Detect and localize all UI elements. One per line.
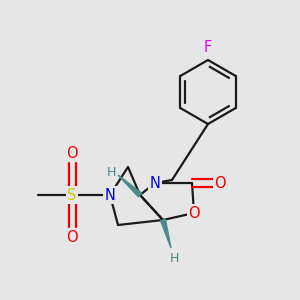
Text: O: O	[66, 146, 78, 160]
Text: H: H	[169, 251, 179, 265]
Text: O: O	[66, 230, 78, 244]
Text: O: O	[214, 176, 226, 190]
Text: O: O	[188, 206, 200, 220]
Text: N: N	[105, 188, 116, 202]
Text: H: H	[106, 167, 116, 179]
Polygon shape	[160, 219, 171, 248]
Polygon shape	[118, 175, 142, 197]
Text: S: S	[67, 188, 77, 202]
Text: F: F	[204, 40, 212, 56]
Text: N: N	[150, 176, 160, 190]
